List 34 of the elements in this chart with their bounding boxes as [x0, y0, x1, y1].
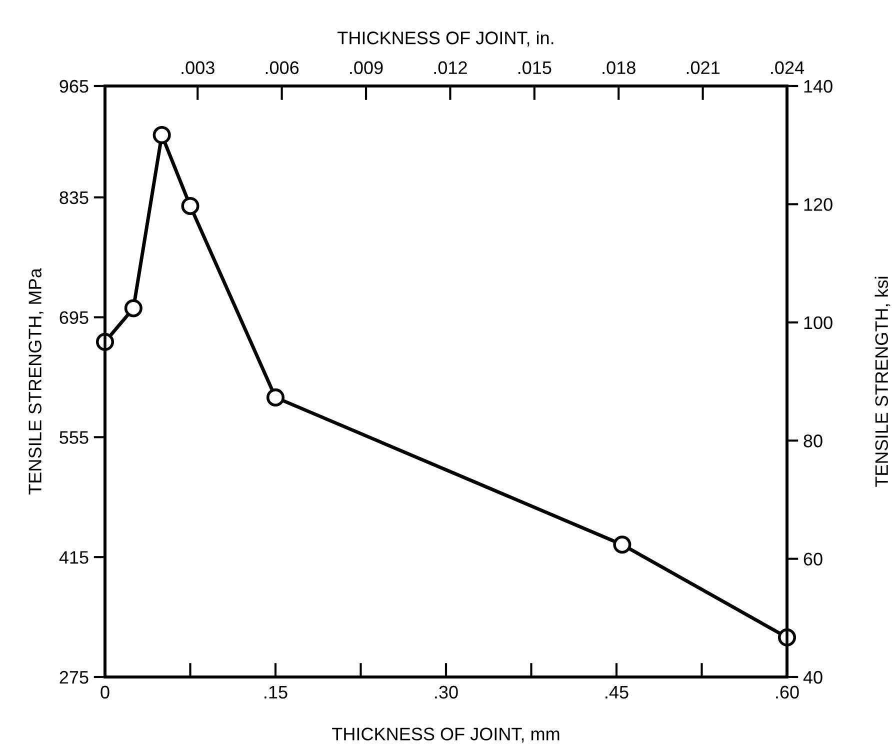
point	[152, 126, 171, 144]
y-axis-title: TENSILE STRENGTH, MPa	[28, 268, 44, 494]
y2-tick-label: 40	[803, 670, 822, 684]
x2-tick-label: .021	[686, 61, 720, 74]
y2-tick-label: 120	[804, 198, 832, 211]
y-tick-label: 555	[60, 431, 88, 444]
point	[266, 388, 285, 406]
y2-tick-label: 60	[804, 552, 822, 566]
x2-tick-label: .018	[602, 61, 636, 74]
x2-axis-title: THICKNESS OF JOINT, in.	[338, 31, 554, 46]
point	[124, 299, 142, 318]
y-tick-label: 965	[60, 80, 88, 93]
x-tick-label: .60	[776, 686, 799, 699]
x2-tick-label: .006	[266, 61, 299, 74]
x-tick-label: .30	[435, 686, 458, 699]
x-tick-label: .15	[264, 686, 288, 699]
y-tick-label: 695	[60, 311, 88, 324]
y2-tick-label: 140	[804, 80, 832, 93]
y-tick-label: 415	[59, 551, 88, 564]
x2-tick-label: .012	[434, 61, 467, 74]
x-tick-label: .45	[606, 686, 628, 699]
y2-axis-title: TENSILE STRENGTH, ksi	[874, 276, 890, 487]
point	[613, 536, 632, 554]
y-tick-label: 835	[60, 191, 88, 204]
x-tick-label: 0	[100, 686, 110, 699]
y-tick-label: 275	[60, 670, 88, 684]
y2-tick-label: 100	[804, 316, 832, 330]
point	[181, 196, 200, 216]
x2-tick-label: .015	[518, 61, 552, 74]
x2-tick-label: .003	[182, 61, 214, 74]
x2-tick-label: .024	[771, 61, 804, 74]
x-axis-title: THICKNESS OF JOINT, mm	[332, 728, 560, 743]
y2-tick-label: 80	[804, 434, 822, 448]
x2-tick-label: .009	[350, 61, 383, 74]
